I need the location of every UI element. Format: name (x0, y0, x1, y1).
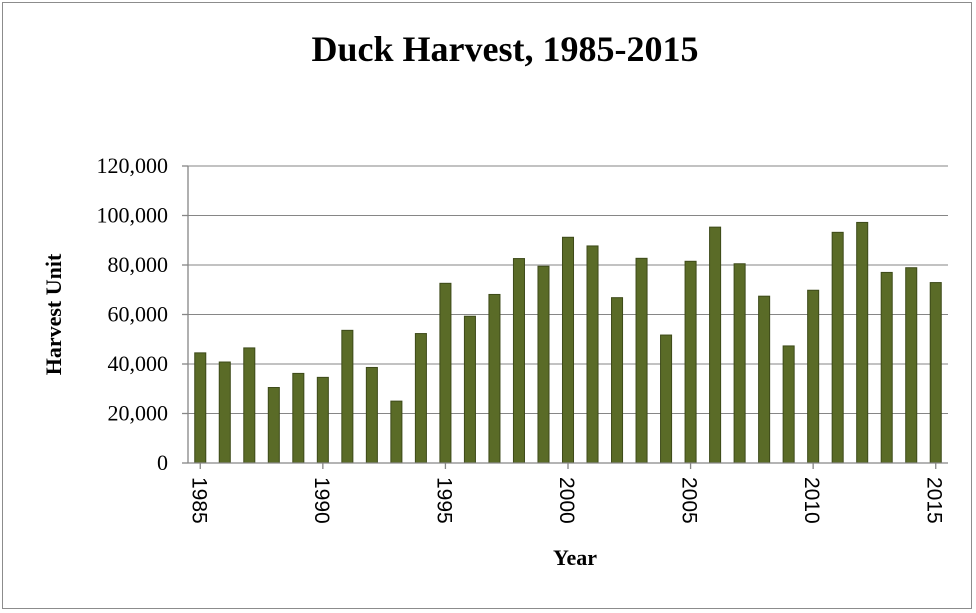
chart-title: Duck Harvest, 1985-2015 (312, 29, 699, 69)
bar-1993 (390, 400, 403, 464)
y-tick-label: 120,000 (97, 153, 169, 178)
bar-1995 (439, 282, 452, 464)
y-tick-labels: 0 20,000 40,000 60,000 80,000 100,000 120,000 (97, 153, 169, 475)
bar-1994 (414, 333, 427, 464)
y-tick-label: 100,000 (97, 203, 169, 228)
bar-1992 (365, 366, 378, 464)
bar-2001 (586, 245, 599, 464)
bar-2005 (684, 260, 697, 464)
bar-2012 (856, 221, 869, 464)
bar-2011 (831, 231, 844, 464)
chart-canvas: Duck Harvest, 1985-2015 0 20,000 40,000 60,… (41, 29, 948, 570)
x-tick-label: 2005 (678, 477, 701, 524)
bar-2013 (880, 271, 893, 464)
x-tick-label: 2000 (555, 477, 578, 524)
x-tick-labels: 1985 1990 1995 2000 2005 2010 2015 (187, 477, 945, 524)
bar-2007 (733, 263, 746, 464)
bar-2008 (758, 295, 771, 464)
y-axis-title: Harvest Unit (41, 253, 66, 375)
bar-1991 (341, 329, 354, 464)
y-tick-label: 0 (157, 450, 168, 475)
y-tick-label: 40,000 (108, 351, 169, 376)
bar-2002 (611, 297, 624, 464)
bar-1986 (218, 361, 231, 464)
bar-2014 (905, 267, 918, 464)
x-tick-label: 1985 (187, 477, 210, 524)
x-tick-label: 1990 (310, 477, 333, 524)
axes (187, 166, 948, 469)
x-tick-label: 1995 (432, 477, 455, 524)
y-tick-label: 80,000 (108, 252, 169, 277)
bar-2000 (561, 236, 575, 464)
x-tick-label: 2010 (800, 477, 823, 524)
bar-1987 (243, 347, 256, 464)
bar-2006 (709, 226, 722, 464)
y-tick-label: 20,000 (108, 401, 169, 426)
bar-1996 (463, 315, 476, 464)
bar-1988 (267, 387, 280, 464)
bar-2004 (660, 334, 673, 464)
bars (194, 221, 942, 464)
y-tick-label: 60,000 (108, 302, 169, 327)
bar-2015 (929, 282, 942, 464)
x-axis-title: Year (553, 545, 597, 570)
bar-1997 (488, 293, 501, 464)
bar-1989 (292, 372, 305, 464)
bar-2003 (635, 257, 648, 464)
bar-2009 (782, 345, 795, 464)
bar-2010 (807, 289, 820, 464)
bar-1999 (537, 265, 550, 464)
x-tick-label: 2015 (923, 477, 946, 524)
bar-1985 (194, 352, 207, 464)
bar-1998 (512, 258, 525, 464)
bar-1990 (316, 376, 329, 464)
